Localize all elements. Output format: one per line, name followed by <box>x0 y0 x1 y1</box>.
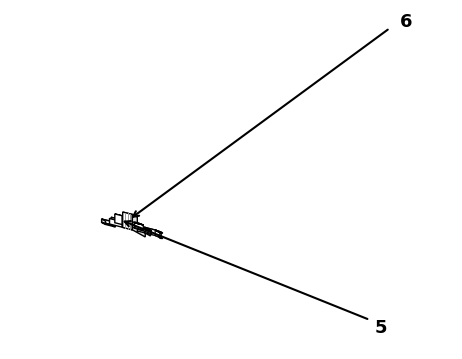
Text: 5: 5 <box>375 319 388 337</box>
Polygon shape <box>123 212 133 230</box>
Polygon shape <box>102 222 115 227</box>
Polygon shape <box>134 222 143 230</box>
Polygon shape <box>111 217 123 222</box>
Polygon shape <box>134 225 152 234</box>
Polygon shape <box>115 214 122 225</box>
Polygon shape <box>111 217 118 222</box>
Polygon shape <box>155 230 163 233</box>
Polygon shape <box>133 214 137 233</box>
Polygon shape <box>109 219 122 227</box>
Polygon shape <box>115 218 132 224</box>
Polygon shape <box>115 214 123 216</box>
Polygon shape <box>109 219 115 227</box>
Polygon shape <box>116 218 123 222</box>
Polygon shape <box>118 219 123 225</box>
Polygon shape <box>145 228 156 236</box>
Polygon shape <box>124 220 132 230</box>
Polygon shape <box>132 224 151 230</box>
Polygon shape <box>123 212 137 217</box>
Polygon shape <box>145 227 151 236</box>
Polygon shape <box>102 219 110 224</box>
Polygon shape <box>134 225 152 231</box>
Polygon shape <box>138 227 145 237</box>
Polygon shape <box>122 216 123 225</box>
Text: 6: 6 <box>400 13 413 31</box>
Polygon shape <box>111 220 123 225</box>
Polygon shape <box>134 222 143 225</box>
Polygon shape <box>102 219 115 223</box>
Polygon shape <box>132 224 145 233</box>
Polygon shape <box>156 230 161 239</box>
Polygon shape <box>109 219 128 225</box>
Polygon shape <box>110 219 115 223</box>
Polygon shape <box>122 222 132 230</box>
Polygon shape <box>145 228 161 233</box>
Polygon shape <box>134 223 143 230</box>
Polygon shape <box>102 219 105 224</box>
Polygon shape <box>155 230 163 239</box>
Polygon shape <box>115 218 124 225</box>
Polygon shape <box>128 225 145 232</box>
Polygon shape <box>122 222 138 227</box>
